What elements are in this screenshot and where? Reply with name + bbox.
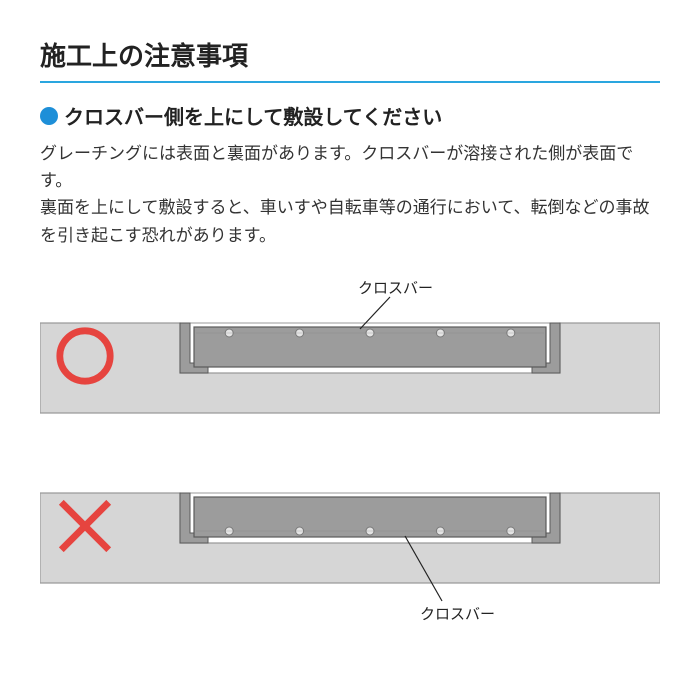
- title-rule: 施工上の注意事項: [40, 36, 660, 83]
- body-text: グレーチングには表面と裏面があります。クロスバーが溶接された側が表面です。裏面を…: [40, 140, 660, 249]
- diagram-correct: クロスバー: [40, 263, 660, 433]
- crossbar-label: クロスバー: [420, 603, 495, 624]
- cross-section-svg: [40, 463, 660, 633]
- diagram-incorrect: クロスバー: [40, 463, 660, 633]
- body-line: グレーチングには表面と裏面があります。クロスバーが溶接された側が表面です。: [40, 140, 660, 194]
- bullet-circle-icon: [40, 107, 58, 125]
- cross-section-svg: [40, 263, 660, 433]
- diagram-area: クロスバークロスバー: [40, 263, 660, 633]
- crossbar-label: クロスバー: [358, 277, 433, 298]
- mark-correct-icon: [54, 325, 116, 387]
- subtitle-row: クロスバー側を上にして敷設してください: [40, 101, 660, 130]
- body-line: 裏面を上にして敷設すると、車いすや自転車等の通行において、転倒などの事故を引き起…: [40, 194, 660, 248]
- subtitle: クロスバー側を上にして敷設してください: [64, 101, 442, 130]
- mark-incorrect-icon: [54, 495, 116, 557]
- page-title: 施工上の注意事項: [40, 36, 660, 73]
